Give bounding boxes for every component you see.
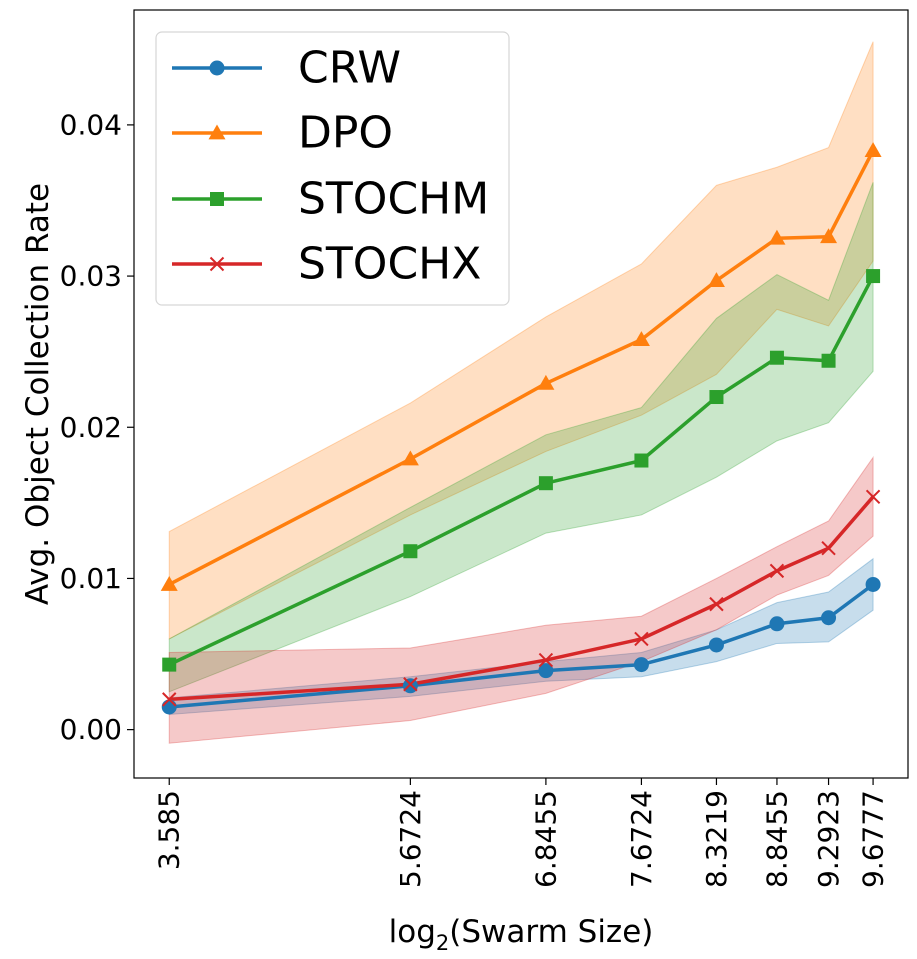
y-axis: 0.00 0.01 0.02 0.03 0.04 bbox=[60, 108, 134, 746]
stochx-band bbox=[168, 455, 874, 744]
crw-line bbox=[169, 583, 875, 709]
series-markers bbox=[160, 142, 882, 715]
legend-crw-marker bbox=[209, 60, 225, 76]
stochx-point bbox=[538, 652, 554, 668]
y-tick-label: 0.00 bbox=[60, 713, 122, 746]
dpo-line bbox=[168, 149, 875, 587]
x-tick-label: 5.6724 bbox=[394, 790, 427, 888]
dpo-point bbox=[160, 575, 178, 591]
y-tick-label: 0.01 bbox=[60, 562, 122, 595]
stochm-point bbox=[403, 544, 418, 559]
stochm-point bbox=[821, 353, 836, 368]
stochx-point bbox=[709, 596, 724, 612]
crw-band bbox=[168, 557, 874, 716]
x-tick-label: 7.6724 bbox=[625, 790, 658, 888]
series-lines bbox=[168, 149, 875, 709]
x-tick-label: 9.6777 bbox=[857, 790, 890, 888]
legend-stochm-label: STOCHM bbox=[298, 174, 489, 225]
y-tick-label: 0.03 bbox=[60, 260, 122, 293]
crw-point bbox=[402, 678, 418, 694]
stochm-point bbox=[162, 657, 177, 672]
legend: CRW DPO STOCHM STOCHX bbox=[155, 31, 510, 306]
x-tick-label: 8.8455 bbox=[760, 790, 793, 888]
crw-point bbox=[633, 657, 649, 673]
dpo-point bbox=[537, 374, 555, 390]
x-axis-label: log2(Swarm Size) bbox=[389, 914, 654, 955]
stochm-band bbox=[168, 182, 874, 693]
x-axis: 3.585 5.6724 6.8455 7.6724 8.3219 8.8455 9.292… bbox=[153, 778, 890, 888]
x-tick-label: 6.8455 bbox=[529, 790, 562, 888]
legend-stochm-marker bbox=[210, 192, 224, 206]
y-axis-label: Avg. Object Collection Rate bbox=[20, 183, 56, 605]
dpo-point bbox=[707, 272, 725, 287]
dpo-point bbox=[864, 142, 882, 157]
y-tick-label: 0.02 bbox=[60, 411, 122, 444]
stochm-point bbox=[538, 476, 553, 491]
stochx-point bbox=[162, 692, 177, 707]
crw-point bbox=[821, 610, 837, 626]
dpo-point bbox=[768, 229, 786, 245]
stochx-point bbox=[769, 563, 785, 579]
dpo-point bbox=[401, 450, 419, 466]
stochx-point bbox=[634, 631, 649, 647]
confidence-bands bbox=[168, 41, 874, 744]
legend-crw-label: CRW bbox=[298, 43, 401, 94]
stochx-point bbox=[865, 489, 881, 505]
dpo-point bbox=[820, 228, 838, 244]
legend-stochx-label: STOCHX bbox=[298, 239, 481, 290]
stochm-line bbox=[168, 275, 875, 667]
stochx-line bbox=[169, 495, 875, 702]
x-tick-label: 9.2923 bbox=[812, 790, 845, 888]
stochm-point bbox=[769, 350, 784, 365]
legend-dpo-marker bbox=[208, 124, 226, 140]
legend-stochx-marker bbox=[209, 256, 225, 272]
stochm-point bbox=[866, 269, 881, 284]
legend-box bbox=[155, 31, 510, 306]
y-tick-label: 0.04 bbox=[60, 108, 122, 141]
stochx-point bbox=[403, 677, 418, 692]
legend-dpo-label: DPO bbox=[298, 108, 393, 159]
crw-point bbox=[769, 616, 785, 632]
plot-frame bbox=[133, 9, 909, 779]
crw-point bbox=[708, 637, 724, 653]
x-tick-label: 3.585 bbox=[153, 790, 186, 870]
stochx-point bbox=[821, 540, 836, 556]
crw-point bbox=[538, 663, 554, 679]
stochm-point bbox=[634, 453, 649, 468]
crw-point bbox=[161, 699, 177, 715]
stochm-point bbox=[709, 390, 724, 405]
dpo-point bbox=[632, 331, 650, 346]
dpo-band bbox=[168, 41, 874, 640]
crw-point bbox=[865, 576, 881, 592]
x-tick-label: 8.3219 bbox=[700, 790, 733, 888]
